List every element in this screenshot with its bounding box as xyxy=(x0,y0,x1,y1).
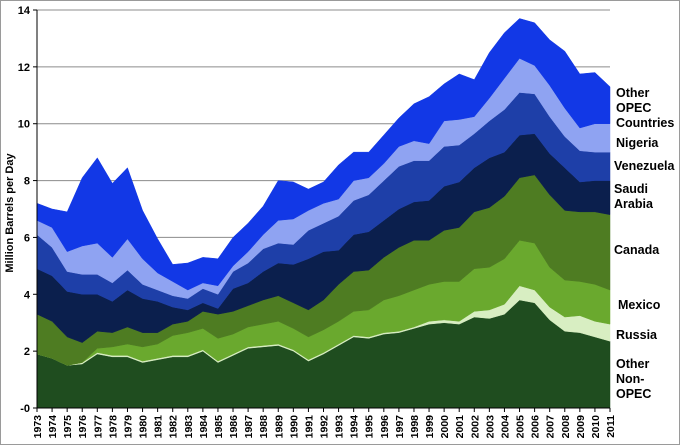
x-tick-label: 1992 xyxy=(319,415,331,439)
x-tick-label: 2007 xyxy=(545,415,557,439)
x-tick-label: 1975 xyxy=(62,415,74,439)
y-tick-label: -0 xyxy=(20,403,30,415)
x-tick-label: 2002 xyxy=(469,415,481,439)
x-tick-label: 2001 xyxy=(454,415,466,439)
legend-mexico: Mexico xyxy=(618,298,661,312)
x-tick-label: 2010 xyxy=(590,415,602,439)
x-tick-label: 1974 xyxy=(47,415,59,439)
x-tick-label: 1981 xyxy=(153,415,165,439)
x-tick-label: 1986 xyxy=(228,415,240,439)
legend-other-opec: Other OPEC Countries xyxy=(616,86,674,130)
x-tick-label: 1984 xyxy=(198,415,210,439)
x-tick-label: 1983 xyxy=(183,415,195,439)
x-tick-label: 1989 xyxy=(273,415,285,439)
x-tick-label: 1977 xyxy=(92,415,104,439)
area-series xyxy=(36,18,611,409)
y-tick-label: 2 xyxy=(24,346,30,358)
y-tick-labels: -0 2 4 6 8 10 12 14 xyxy=(18,5,31,415)
legend-russia: Russia xyxy=(616,328,658,342)
y-tick-label: 6 xyxy=(24,232,30,244)
legend-nigeria: Nigeria xyxy=(616,136,659,150)
x-tick-labels: 1973 1974 1975 1976 1977 1978 1979 1980 1981 1982… xyxy=(32,415,617,439)
legend-canada: Canada xyxy=(614,243,660,257)
x-tick-label: 1995 xyxy=(364,415,376,439)
x-tick-label: 1994 xyxy=(349,415,361,439)
y-tick-label: 12 xyxy=(18,62,30,74)
x-tick-label: 2005 xyxy=(515,415,527,439)
y-axis-label: Million Barrels per Day xyxy=(4,153,16,273)
y-tick-label: 10 xyxy=(18,119,30,131)
x-tick-label: 2011 xyxy=(605,415,617,438)
area-other-opec-countries xyxy=(36,18,611,291)
x-tick-label: 2000 xyxy=(439,415,451,439)
legend-venezuela: Venezuela xyxy=(614,159,675,173)
x-tick-label: 2008 xyxy=(560,415,572,439)
y-tick-label: 14 xyxy=(18,5,31,17)
x-tick-label: 1996 xyxy=(379,415,391,439)
legend-saudi-arabia: Saudi Arabia xyxy=(614,182,654,211)
x-tick-label: 1978 xyxy=(107,415,119,439)
x-tick-label: 1998 xyxy=(409,415,421,439)
x-tick-label: 2009 xyxy=(575,415,587,439)
y-tick-label: 8 xyxy=(24,176,30,188)
y-tick-label: 4 xyxy=(24,289,31,301)
x-tick-label: 1985 xyxy=(213,415,225,439)
x-tick-label: 1999 xyxy=(424,415,436,439)
x-tick-label: 1979 xyxy=(122,415,134,439)
x-tick-label: 2003 xyxy=(484,415,496,439)
x-tick-label: 1988 xyxy=(258,415,270,439)
x-tick-label: 1990 xyxy=(288,415,300,439)
x-tick-label: 1982 xyxy=(168,415,180,439)
x-tick-label: 1991 xyxy=(303,415,315,439)
x-tick-label: 1973 xyxy=(32,415,44,439)
x-tick-label: 1997 xyxy=(394,415,406,439)
axes xyxy=(33,9,611,412)
x-tick-label: 1976 xyxy=(77,415,89,439)
x-tick-label: 2006 xyxy=(530,415,542,439)
x-tick-label: 2004 xyxy=(499,415,511,439)
x-tick-label: 1987 xyxy=(243,415,255,439)
legend-other-non-opec: Other Non- OPEC xyxy=(616,357,653,401)
x-tick-label: 1993 xyxy=(334,415,346,439)
x-tick-label: 1980 xyxy=(138,415,150,439)
legend: Other OPEC Countries Nigeria Venezuela S… xyxy=(614,86,675,401)
